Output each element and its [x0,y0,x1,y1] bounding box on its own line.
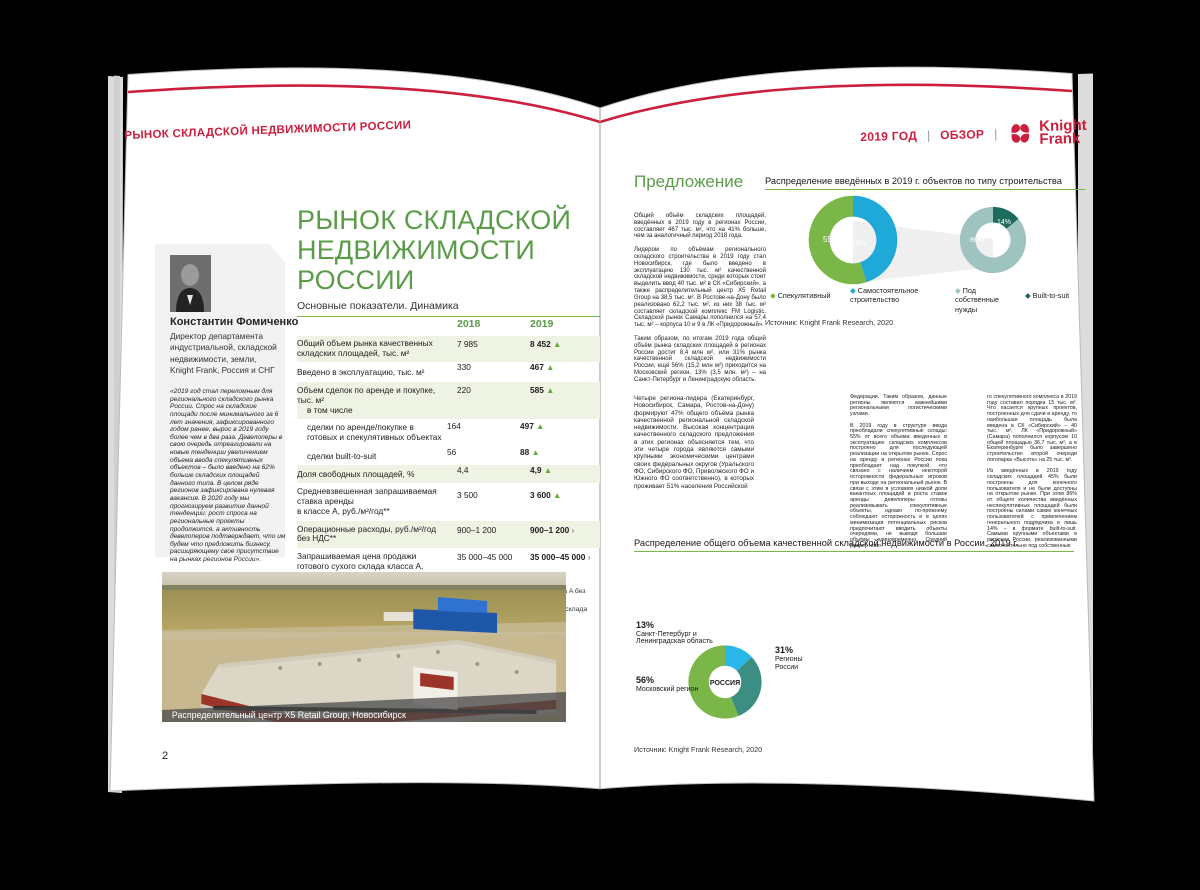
svg-text:Распределительный центр X5 Ret: Распределительный центр X5 Retail Group,… [172,710,406,720]
svg-text:РОССИЯ: РОССИЯ [710,680,740,687]
svg-text:55%: 55% [823,235,839,244]
svg-text:14%: 14% [997,219,1011,226]
svg-text:86%: 86% [970,237,984,244]
svg-text:45%: 45% [851,239,867,248]
